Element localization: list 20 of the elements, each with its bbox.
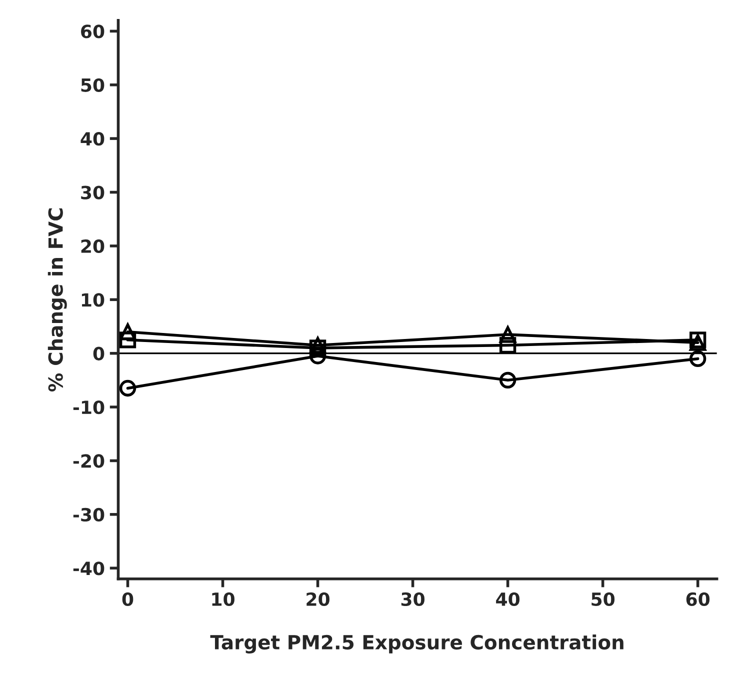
x-tick-label: 60 xyxy=(686,592,710,606)
y-axis-title: % Change in FVC xyxy=(48,208,67,392)
x-tick-label: 50 xyxy=(592,592,615,606)
y-tick-label: -10 xyxy=(73,400,104,414)
x-tick-label: 0 xyxy=(122,592,134,606)
x-axis-title: Target PM2.5 Exposure Concentration xyxy=(210,634,624,654)
y-tick-label: 40 xyxy=(80,132,104,146)
y-tick-label: 10 xyxy=(82,293,104,307)
x-tick-label: 40 xyxy=(496,592,520,606)
x-tick-label: 20 xyxy=(306,592,330,606)
y-tick-label: 50 xyxy=(81,78,104,92)
y-tick-label: 60 xyxy=(81,24,104,38)
x-tick-label: 10 xyxy=(212,592,234,606)
y-tick-label: -20 xyxy=(73,454,104,468)
y-tick-label: 20 xyxy=(81,239,104,254)
y-tick-label: 0 xyxy=(93,346,104,360)
y-tick-label: -40 xyxy=(73,562,104,576)
y-tick-label: 30 xyxy=(81,186,104,200)
x-tick-label: 30 xyxy=(401,592,424,606)
y-tick-label: -30 xyxy=(73,508,104,522)
